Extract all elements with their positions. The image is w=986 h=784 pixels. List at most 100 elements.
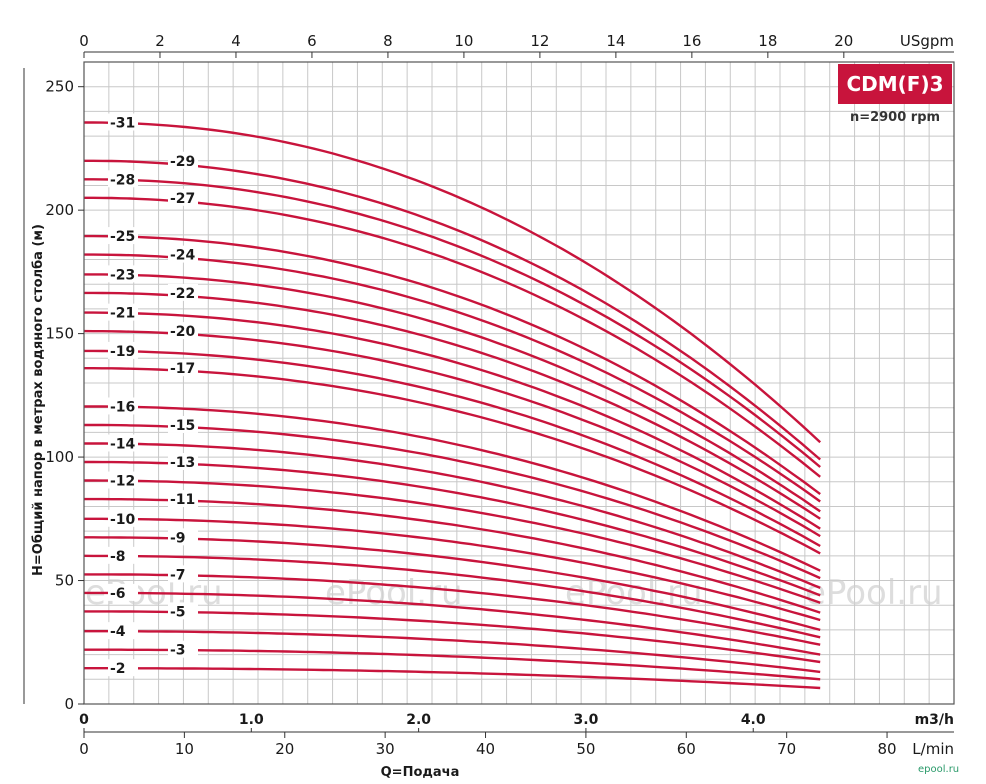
curve-label-bg [168,322,198,340]
curve-stage-23 [84,273,821,513]
lmin-unit: L/min [912,740,954,758]
lmin-tick-label: 80 [877,740,896,758]
curve-stage-19 [84,349,821,548]
usgpm-tick-label: 2 [155,32,165,50]
curve-label: -8 [110,549,126,565]
y-axis-title: H=Общий напор в метрах водяного столба (… [31,224,46,576]
curve-stage-31 [84,121,822,444]
curve-stage-15 [84,423,821,580]
curve-stage-4 [84,630,821,674]
watermark-text: ePool.ru [805,573,943,613]
y-tick-label: 100 [45,448,74,466]
lmin-tick-label: 30 [376,740,395,758]
curve-stage-14 [84,442,821,590]
curve-stage-20 [83,329,821,538]
labels: -31 -29 -28 -27 -25 -24 -23 -22 -21 -20 -19 -17 -16 -… [108,113,198,677]
curve-label-bg [108,434,138,452]
curve-label-bg [168,528,198,546]
curve-label: -7 [170,567,186,583]
curve-label-bg [108,546,138,564]
curve-stage-6 [84,591,821,656]
curve-label-bg [168,245,198,263]
m3h-tick-label: 3.0 [574,712,599,728]
site-credit: epool.ru [918,764,960,775]
curve-label-bg [168,490,198,508]
x-axis-title: Q=Подача [381,765,460,780]
curve-label: -28 [110,172,135,188]
lmin-tick-label: 60 [677,740,696,758]
plot-frame [83,61,955,705]
curve-label: -13 [170,455,195,471]
curve-label: -9 [170,530,186,546]
curve-label: -16 [110,399,135,415]
curve-label-bg [168,415,198,433]
y-tick-label: 200 [45,201,74,219]
curves [83,121,822,690]
curve-label: -14 [110,436,136,452]
usgpm-tick-label: 0 [79,32,89,50]
curve-label-bg [108,659,138,677]
lmin-tick-label: 10 [175,740,194,758]
curve-label: -11 [170,492,195,508]
usgpm-tick-label: 10 [454,32,473,50]
usgpm-tick-label: 16 [682,32,701,50]
curve-label: -20 [170,324,196,340]
curve-stage-2 [84,667,821,690]
curve-stage-13 [84,460,821,597]
lmin-tick-label: 0 [79,740,89,758]
curve-label: -27 [170,191,195,207]
curve-stage-7 [84,573,821,646]
curve-label: -19 [110,344,135,360]
m3h-tick-label: 2.0 [406,712,431,728]
curve-stage-29 [84,159,821,461]
curve-label-bg [168,453,198,471]
curve-label: -10 [110,512,136,528]
usgpm-tick-label: 14 [606,32,625,50]
curve-label-bg [168,151,198,169]
curve-label: -5 [170,604,186,620]
y-tick-label: 0 [64,695,74,713]
curve-stage-5 [84,610,821,664]
m3h-tick-label: 4.0 [741,712,766,728]
curve-label-bg [168,359,198,377]
curve-stage-16 [84,405,821,572]
curve-label: -31 [110,115,135,131]
curve-label-bg [108,622,138,640]
curve-label-bg [108,113,138,131]
curve-label-bg [168,602,198,620]
curve-label: -29 [170,154,195,170]
curve-stage-11 [84,497,821,614]
curve-stage-12 [84,479,821,604]
curve-label: -2 [110,661,126,677]
speed-note: n=2900 rpm [849,110,941,125]
y-tick-label: 250 [45,78,74,96]
curve-label-bg [108,397,138,415]
curve-label-bg [168,283,198,301]
m3h-tick-label: 1.0 [239,712,264,728]
usgpm-tick-label: 18 [758,32,777,50]
lmin-tick-label: 40 [476,740,495,758]
curve-label-bg [168,188,198,206]
curve-label-bg [108,303,138,321]
curve-label-bg [168,565,198,583]
curve-label-bg [108,341,138,359]
curve-stage-27 [84,196,821,478]
curve-stage-25 [84,234,821,496]
curve-label: -22 [170,286,195,302]
curve-label: -21 [110,306,135,322]
y-tick-label: 50 [55,572,74,590]
curve-stage-9 [84,536,821,632]
curve-label: -15 [170,418,195,434]
usgpm-tick-label: 4 [231,32,241,50]
curve-label: -6 [110,586,126,602]
curve-label-bg [108,227,138,245]
lmin-tick-label: 50 [576,740,595,758]
curve-label: -25 [110,229,135,245]
curve-stage-8 [83,554,821,639]
lmin-tick-label: 70 [777,740,796,758]
curve-label-bg [168,640,198,658]
curve-stage-28 [84,178,821,468]
usgpm-tick-label: 20 [834,32,853,50]
curve-label: -24 [170,248,196,264]
